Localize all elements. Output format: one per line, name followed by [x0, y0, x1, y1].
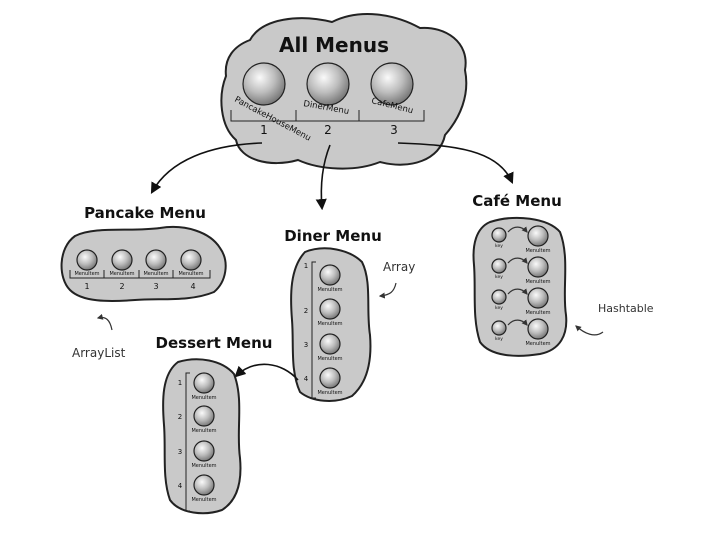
- pancake-index: 2: [119, 282, 124, 291]
- all-menus-group: All Menus PancakeHouseMenu DinerMenu Caf…: [220, 13, 468, 170]
- dessert-item-label: MenuItem: [191, 463, 216, 469]
- diner-menu-group: Diner Menu MenuItem MenuItem MenuItem Me…: [284, 227, 415, 402]
- root-index: 1: [260, 123, 268, 137]
- cafe-key-ball: [491, 258, 507, 274]
- cafe-key-label: key: [495, 305, 503, 311]
- diner-index: 2: [304, 307, 308, 315]
- cafe-menu-group: Café Menu key key key key MenuItem MenuI…: [472, 192, 654, 357]
- diner-index: 3: [304, 341, 308, 349]
- cafe-key-label: key: [495, 243, 503, 249]
- arrow-to-cafe-menu: [397, 142, 514, 185]
- cafe-menu-blob: [472, 216, 568, 357]
- pancake-menu-title: Pancake Menu: [84, 204, 206, 222]
- pancake-item-ball: [76, 249, 98, 271]
- cafe-menu-title: Café Menu: [472, 192, 562, 210]
- cafe-key-ball: [491, 289, 507, 305]
- diner-index: 1: [304, 262, 308, 270]
- diner-item-label: MenuItem: [317, 287, 342, 293]
- cafe-key-label: key: [495, 336, 503, 342]
- array-note-arrow: [378, 282, 397, 299]
- cafe-item-label: MenuItem: [525, 341, 550, 347]
- arrow-to-pancake-menu: [150, 142, 263, 194]
- cafe-key-ball: [491, 320, 507, 336]
- dessert-item-ball: [193, 474, 215, 496]
- cafe-map-arrow: [507, 319, 528, 326]
- dessert-index: 3: [178, 448, 182, 456]
- arrow-to-diner-menu: [315, 144, 331, 211]
- pancake-item-ball: [145, 249, 167, 271]
- diner-index: 4: [304, 375, 309, 383]
- pancake-index: 4: [190, 282, 195, 291]
- pancake-menu-blob: [60, 226, 227, 302]
- dessert-item-ball: [193, 440, 215, 462]
- arraylist-note: ArrayList: [72, 346, 126, 360]
- root-index: 3: [390, 123, 398, 137]
- pancake-item-label: MenuItem: [74, 271, 99, 277]
- cafe-item-label: MenuItem: [525, 310, 550, 316]
- dessert-item-label: MenuItem: [191, 395, 216, 401]
- cafe-menu-ball: [370, 62, 414, 106]
- cafe-item-ball: [527, 256, 549, 278]
- diner-item-label: MenuItem: [317, 390, 342, 396]
- pancake-item-label: MenuItem: [178, 271, 203, 277]
- dessert-item-ball: [193, 405, 215, 427]
- dessert-item-label: MenuItem: [191, 497, 216, 503]
- cafe-map-arrow: [507, 257, 528, 264]
- cafe-item-label: MenuItem: [525, 279, 550, 285]
- diner-menu-title: Diner Menu: [284, 227, 382, 245]
- cafe-key-label: key: [495, 274, 503, 280]
- cafe-map-arrow: [507, 288, 528, 295]
- cafe-item-label: MenuItem: [525, 248, 550, 254]
- dessert-index: 4: [178, 482, 183, 490]
- arrow-to-dessert-menu: [234, 363, 299, 381]
- pancake-index: 3: [153, 282, 158, 291]
- pancake-item-label: MenuItem: [143, 271, 168, 277]
- diner-item-ball: [319, 264, 341, 286]
- cafe-key-ball: [491, 227, 507, 243]
- diner-item-ball: [319, 333, 341, 355]
- pancake-item-ball: [111, 249, 133, 271]
- diner-item-label: MenuItem: [317, 321, 342, 327]
- array-note: Array: [383, 260, 415, 274]
- dessert-item-label: MenuItem: [191, 428, 216, 434]
- diner-item-ball: [319, 298, 341, 320]
- diner-item-ball: [319, 367, 341, 389]
- cafe-item-ball: [527, 225, 549, 247]
- pancake-item-ball: [180, 249, 202, 271]
- pancake-house-menu-ball: [242, 62, 286, 106]
- hashtable-note-arrow: [575, 325, 604, 336]
- dessert-menu-group: Dessert Menu MenuItem MenuItem MenuItem …: [156, 334, 273, 515]
- dessert-index: 1: [178, 379, 182, 387]
- pancake-menu-group: Pancake Menu MenuItem MenuItem MenuItem …: [60, 204, 227, 360]
- hashtable-note: Hashtable: [598, 302, 654, 315]
- cafe-map-arrow: [507, 226, 528, 233]
- pancake-index: 1: [84, 282, 89, 291]
- dessert-menu-title: Dessert Menu: [156, 334, 273, 352]
- cafe-item-ball: [527, 287, 549, 309]
- diner-menu-ball: [306, 62, 350, 106]
- dessert-menu-blob: [162, 358, 242, 515]
- all-menus-title: All Menus: [279, 33, 389, 57]
- root-index: 2: [324, 123, 332, 137]
- cafe-item-ball: [527, 318, 549, 340]
- diner-item-label: MenuItem: [317, 356, 342, 362]
- arraylist-note-arrow: [96, 313, 113, 331]
- dessert-index: 2: [178, 413, 182, 421]
- pancake-item-label: MenuItem: [109, 271, 134, 277]
- diner-menu-blob: [290, 247, 372, 402]
- dessert-item-ball: [193, 372, 215, 394]
